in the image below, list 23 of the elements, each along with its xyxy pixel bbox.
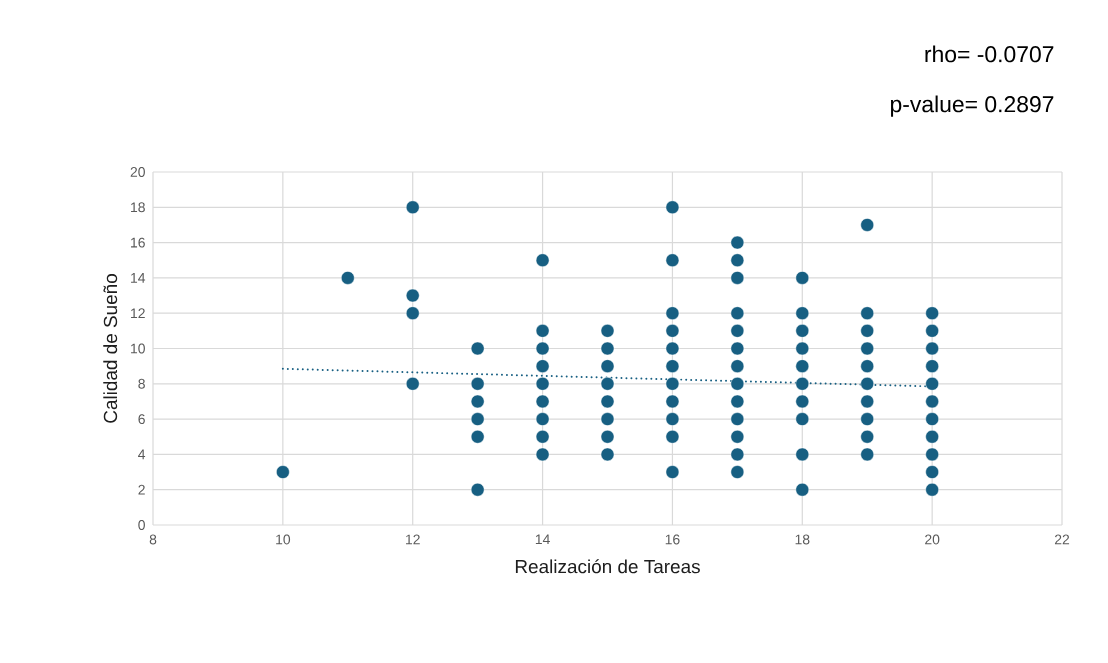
text: rho= -0.0707: [925, 45, 1054, 63]
y-tick-label: 16: [131, 237, 145, 248]
x-tick-label: 22: [1054, 534, 1070, 545]
y-tick-label: 10: [131, 343, 145, 354]
x-tick-label: 20: [925, 534, 940, 545]
x-tick-label: 18: [795, 534, 810, 545]
y-tick-label: 0: [138, 520, 145, 530]
y-tick-label: 14: [131, 273, 146, 283]
y-tick-label: 12: [131, 308, 145, 319]
y-tick-label: 20: [130, 167, 145, 177]
x-axis-title: Realización de Tareas: [515, 559, 700, 574]
y-tick-label: 18: [131, 202, 145, 213]
y-tick-label: 8: [138, 378, 145, 389]
y-tick-label: 2: [138, 484, 145, 495]
y-tick-label: 6: [138, 414, 145, 425]
x-tick-label: 14: [535, 534, 550, 545]
y-tick-label: 4: [138, 449, 146, 460]
y-axis-title: Calidad de Sueño: [103, 274, 118, 423]
x-tick-label: 16: [665, 534, 680, 545]
x-tick-label: 10: [276, 534, 291, 545]
x-tick-label: 12: [406, 534, 420, 545]
text: p-value= 0.2897: [890, 95, 1054, 117]
x-tick-label: 8: [149, 534, 157, 545]
